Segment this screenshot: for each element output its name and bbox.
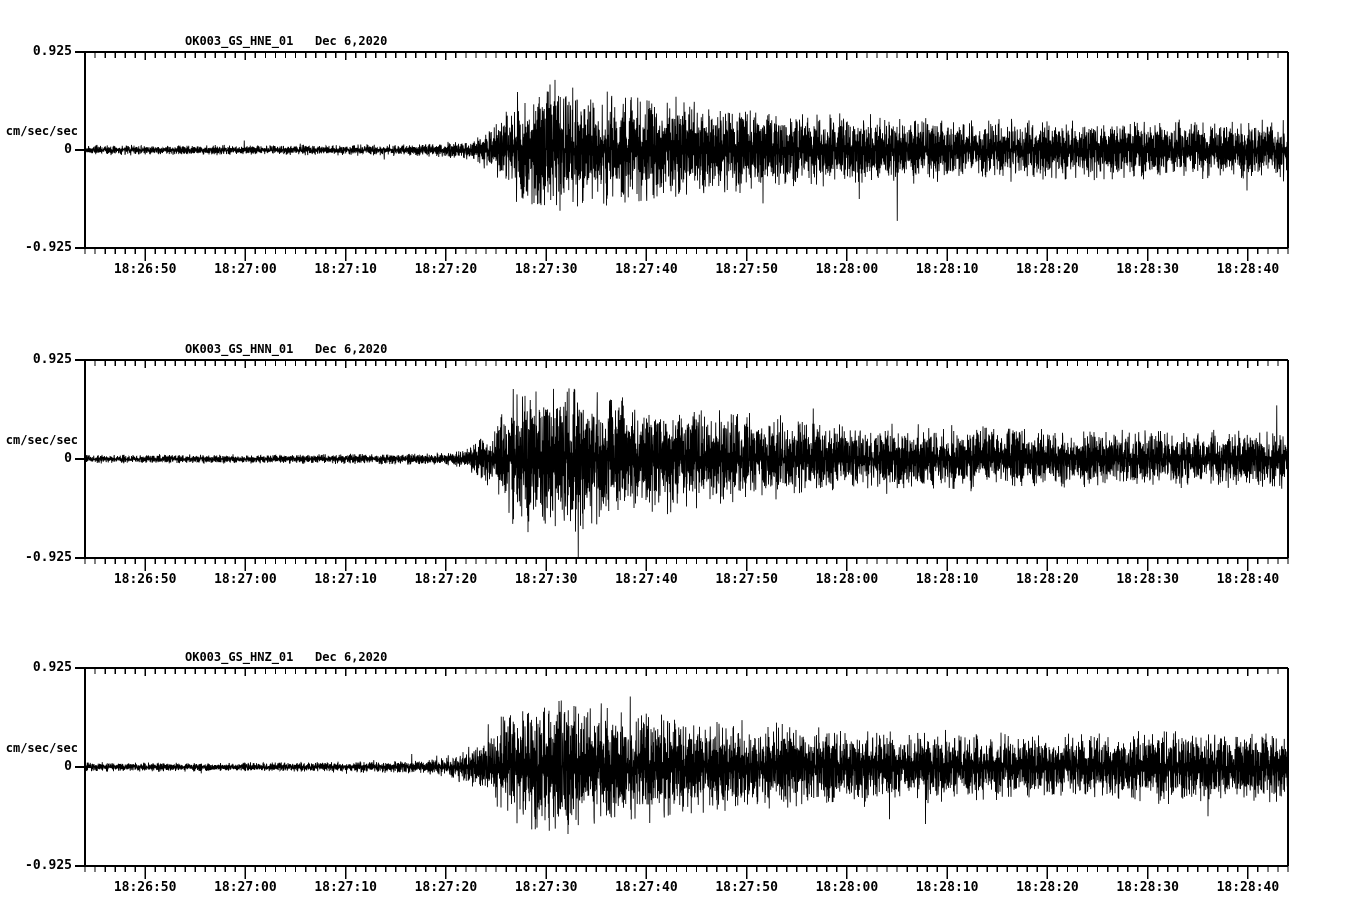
x-tick-label: 18:28:00: [815, 880, 879, 895]
x-tick-label: 18:27:50: [715, 880, 778, 895]
x-tick-label: 18:28:40: [1216, 880, 1280, 895]
waveform-trace: [84, 696, 1289, 835]
x-tick-label: 18:27:20: [414, 880, 478, 895]
y-tick-label: 0: [64, 451, 72, 466]
x-tick-label: 18:28:00: [815, 572, 879, 587]
waveform-trace: [84, 79, 1289, 221]
x-tick-label: 18:28:30: [1116, 880, 1179, 895]
x-tick-label: 18:27:30: [514, 262, 578, 277]
y-tick-label: -0.925: [25, 240, 72, 255]
x-tick-label: 18:28:20: [1016, 572, 1079, 587]
panel-title: OK003_GS_HNE_01 Dec 6,2020: [185, 34, 388, 48]
x-tick-label: 18:26:50: [113, 572, 177, 587]
x-tick-label: 18:28:00: [815, 262, 879, 277]
x-tick-label: 18:28:10: [915, 262, 979, 277]
x-tick-label: 18:27:30: [514, 572, 578, 587]
axis-ticks: [75, 51, 1289, 261]
y-axis-unit-label: cm/sec/sec: [5, 124, 78, 138]
x-tick-label: 18:28:20: [1016, 262, 1079, 277]
x-tick-label: 18:27:40: [615, 880, 678, 895]
y-tick-label: 0: [64, 759, 72, 774]
x-tick-label: 18:27:30: [514, 880, 578, 895]
y-tick-label: 0: [64, 142, 72, 157]
y-axis-unit-label: cm/sec/sec: [5, 433, 78, 447]
y-tick-label: 0.925: [32, 352, 72, 367]
x-tick-label: 18:27:40: [615, 572, 678, 587]
plot-area: [75, 359, 1289, 571]
x-tick-label: 18:27:10: [314, 880, 377, 895]
x-tick-label: 18:28:30: [1116, 262, 1179, 277]
x-tick-label: 18:27:50: [715, 262, 778, 277]
plot-area: [75, 667, 1289, 879]
x-tick-label: 18:26:50: [113, 262, 177, 277]
x-tick-label: 18:27:00: [214, 572, 277, 587]
axis-ticks: [75, 359, 1289, 571]
x-tick-label: 18:28:20: [1016, 880, 1079, 895]
x-tick-label: 18:27:50: [715, 572, 778, 587]
y-tick-label: -0.925: [25, 550, 72, 565]
x-tick-label: 18:27:00: [214, 880, 277, 895]
x-tick-label: 18:28:40: [1216, 262, 1280, 277]
x-tick-label: 18:28:10: [915, 572, 979, 587]
x-tick-label: 18:27:20: [414, 572, 478, 587]
axis-ticks: [75, 667, 1289, 879]
plot-area: [75, 51, 1289, 261]
y-axis-unit-label: cm/sec/sec: [5, 741, 78, 755]
x-tick-label: 18:27:10: [314, 572, 377, 587]
x-tick-label: 18:28:10: [915, 880, 979, 895]
x-tick-label: 18:28:30: [1116, 572, 1179, 587]
x-tick-label: 18:28:40: [1216, 572, 1280, 587]
waveform-trace: [84, 388, 1289, 559]
x-tick-label: 18:27:00: [214, 262, 277, 277]
x-tick-label: 18:27:40: [615, 262, 678, 277]
x-tick-label: 18:27:10: [314, 262, 377, 277]
x-tick-label: 18:26:50: [113, 880, 177, 895]
y-tick-label: 0.925: [32, 660, 72, 675]
x-tick-label: 18:27:20: [414, 262, 478, 277]
y-tick-label: 0.925: [32, 44, 72, 59]
panel-title: OK003_GS_HNZ_01 Dec 6,2020: [185, 650, 388, 664]
y-tick-label: -0.925: [25, 858, 72, 873]
panel-title: OK003_GS_HNN_01 Dec 6,2020: [185, 342, 388, 356]
